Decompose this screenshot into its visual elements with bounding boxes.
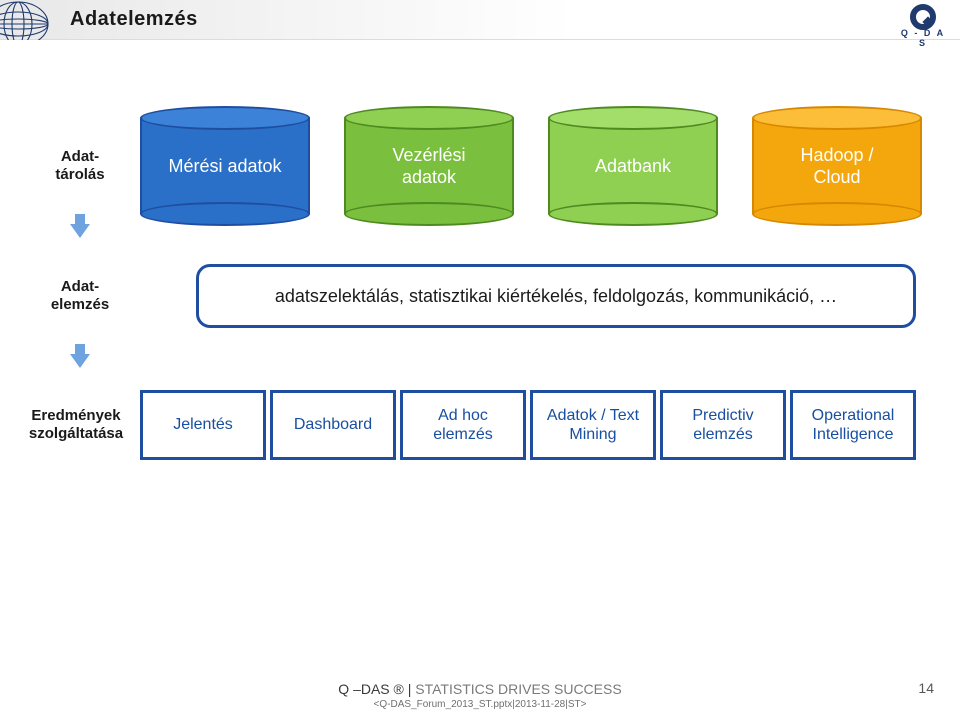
- result-boxes: JelentésDashboardAd hocelemzésAdatok / T…: [140, 390, 940, 460]
- page-number: 14: [918, 680, 934, 696]
- arrow-2-wrap: [20, 354, 140, 368]
- results-label: Eredmények szolgáltatása: [12, 407, 140, 443]
- header-bar: Adatelemzés Q - D A S: [0, 0, 960, 40]
- analysis-pill-text: adatszelektálás, statisztikai kiértékelé…: [275, 286, 837, 307]
- footer-sub: <Q-DAS_Forum_2013_ST.pptx|2013-11-28|ST>: [0, 699, 960, 710]
- footer-rest: STATISTICS DRIVES SUCCESS: [415, 681, 621, 697]
- storage-row: Adat- tárolás Mérési adatok Vezérlésiadat…: [20, 118, 940, 214]
- analysis-pill-wrap: adatszelektálás, statisztikai kiértékelé…: [140, 264, 940, 328]
- result-box: OperationalIntelligence: [790, 390, 916, 460]
- result-box: Jelentés: [140, 390, 266, 460]
- storage-cylinder: Hadoop /Cloud: [752, 118, 922, 214]
- analysis-row: Adat- elemzés adatszelektálás, statiszti…: [20, 264, 940, 328]
- diagram-content: Adat- tárolás Mérési adatok Vezérlésiadat…: [0, 40, 960, 460]
- storage-cylinder: Mérési adatok: [140, 118, 310, 214]
- result-box: Dashboard: [270, 390, 396, 460]
- cylinder-row: Mérési adatok Vezérlésiadatok Adatbank Hado…: [140, 118, 940, 214]
- footer-prefix: Q –DAS ® |: [338, 681, 415, 697]
- cylinder-label: Adatbank: [589, 155, 677, 178]
- results-label-text: Eredmények szolgáltatása: [29, 407, 123, 442]
- result-box: Ad hocelemzés: [400, 390, 526, 460]
- cylinder-label: Hadoop /Cloud: [794, 144, 879, 189]
- cylinder-label: Vezérlésiadatok: [386, 144, 471, 189]
- storage-cylinder: Adatbank: [548, 118, 718, 214]
- arrow-down-icon: [70, 354, 90, 368]
- q-ring-icon: [910, 4, 936, 30]
- slide-title: Adatelemzés: [70, 8, 198, 31]
- cylinder-label: Mérési adatok: [162, 155, 287, 178]
- analysis-label-text: Adat- elemzés: [51, 278, 109, 313]
- storage-cylinder: Vezérlésiadatok: [344, 118, 514, 214]
- results-row: Eredmények szolgáltatása JelentésDashboa…: [20, 390, 940, 460]
- qdas-logo: Q - D A S: [898, 4, 948, 38]
- result-box: Adatok / TextMining: [530, 390, 656, 460]
- result-box: Predictivelemzés: [660, 390, 786, 460]
- analysis-label: Adat- elemzés: [20, 278, 140, 314]
- globe-logo: [0, 0, 64, 40]
- footer: Q –DAS ® | STATISTICS DRIVES SUCCESS <Q-…: [0, 681, 960, 710]
- storage-label-text: Adat- tárolás: [55, 148, 104, 183]
- analysis-pill: adatszelektálás, statisztikai kiértékelé…: [196, 264, 916, 328]
- arrow-down-icon: [70, 224, 90, 238]
- footer-main: Q –DAS ® | STATISTICS DRIVES SUCCESS: [0, 681, 960, 697]
- storage-label: Adat- tárolás: [20, 148, 140, 184]
- arrow-1-wrap: [20, 224, 140, 238]
